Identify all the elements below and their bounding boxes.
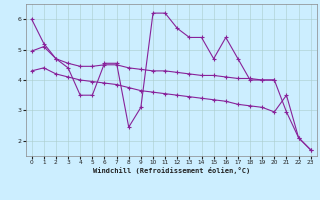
- X-axis label: Windchill (Refroidissement éolien,°C): Windchill (Refroidissement éolien,°C): [92, 167, 250, 174]
